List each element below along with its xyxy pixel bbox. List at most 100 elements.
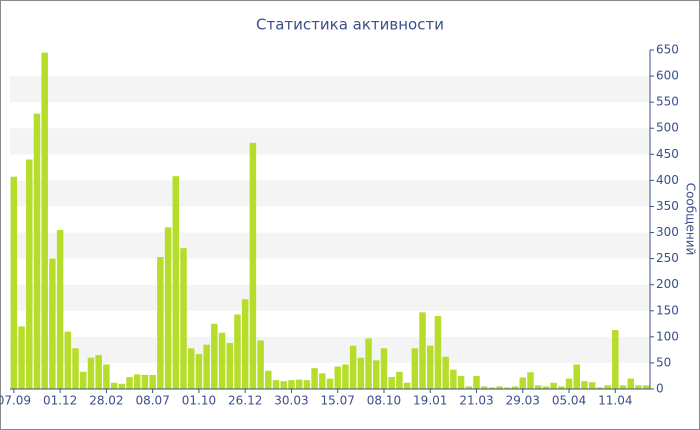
- x-tick-label: 15.07: [321, 394, 355, 408]
- bar: [211, 323, 218, 389]
- y-tick-label: 150: [656, 303, 679, 317]
- bar: [126, 377, 133, 389]
- bar: [265, 370, 272, 389]
- bar: [612, 330, 619, 389]
- bar: [241, 299, 249, 389]
- bar: [157, 257, 164, 389]
- bar: [365, 338, 372, 389]
- bar: [542, 386, 550, 389]
- bar: [10, 176, 18, 389]
- bar: [396, 371, 403, 389]
- bar: [550, 382, 557, 389]
- bar: [118, 383, 126, 389]
- bar: [619, 385, 627, 389]
- bar: [288, 380, 295, 389]
- bar: [295, 379, 303, 389]
- y-tick-label: 400: [656, 173, 679, 187]
- bar: [488, 387, 496, 389]
- bar: [558, 386, 565, 389]
- bar: [187, 348, 195, 389]
- bar: [180, 248, 187, 389]
- bar: [103, 364, 110, 389]
- bar: [95, 355, 102, 389]
- bar: [18, 326, 25, 389]
- bar: [581, 381, 588, 389]
- bar: [573, 364, 580, 389]
- x-tick-label: 21.03: [459, 394, 493, 408]
- bar: [403, 382, 411, 389]
- y-tick-label: 600: [656, 69, 679, 83]
- bar: [380, 348, 388, 389]
- bar: [149, 374, 156, 389]
- grid: [10, 76, 650, 363]
- bar: [635, 385, 642, 389]
- bar: [49, 258, 56, 389]
- bar: [133, 374, 141, 389]
- bar: [326, 378, 334, 389]
- bar: [280, 381, 287, 389]
- bar: [26, 159, 33, 389]
- grid-band: [10, 180, 650, 207]
- y-tick-label: 200: [656, 277, 679, 291]
- bar: [419, 312, 426, 389]
- bar: [41, 52, 48, 389]
- bar: [334, 366, 341, 389]
- bar: [465, 386, 473, 389]
- x-tick-label: 05.04: [552, 394, 586, 408]
- bar: [642, 385, 650, 389]
- bar: [604, 385, 611, 389]
- bar: [627, 378, 634, 389]
- bar: [511, 386, 519, 389]
- bar: [72, 348, 79, 389]
- y-axis-label: Сообщений: [684, 183, 698, 256]
- bar: [257, 340, 264, 389]
- bar: [427, 345, 434, 389]
- y-tick-label: 50: [656, 355, 671, 369]
- grid-band: [10, 76, 650, 103]
- bar: [141, 374, 149, 389]
- x-tick-label: 26.12: [228, 394, 262, 408]
- y-tick-label: 250: [656, 251, 679, 265]
- bar: [342, 364, 349, 389]
- bar: [596, 387, 604, 389]
- bar: [249, 142, 257, 389]
- bar: [588, 382, 596, 389]
- y-tick-label: 0: [656, 382, 664, 396]
- x-tick-label: 28.02: [89, 394, 123, 408]
- bar: [388, 377, 395, 389]
- x-tick-label: 30.03: [274, 394, 308, 408]
- bar: [411, 348, 419, 389]
- x-tick-label: 08.07: [135, 394, 169, 408]
- bar: [442, 356, 449, 389]
- bar: [33, 113, 41, 390]
- bar: [473, 375, 480, 389]
- y-tick-label: 650: [656, 43, 679, 57]
- bar: [519, 377, 527, 389]
- grid-band: [10, 128, 650, 155]
- grid-band: [10, 232, 650, 259]
- y-tick-label: 500: [656, 121, 679, 135]
- bar: [303, 380, 311, 389]
- y-tick-label: 100: [656, 329, 679, 343]
- bar: [56, 229, 64, 389]
- bar: [87, 357, 95, 389]
- bar: [457, 375, 465, 389]
- bar: [226, 343, 233, 389]
- x-tick-label: 08.10: [367, 394, 401, 408]
- y-tick-label: 450: [656, 147, 679, 161]
- bar: [195, 354, 203, 389]
- grid-band: [10, 336, 650, 363]
- bar: [434, 315, 442, 389]
- x-tick-label: 29.03: [506, 394, 540, 408]
- bar: [565, 378, 573, 389]
- bar: [64, 331, 72, 389]
- bar: [172, 176, 180, 389]
- x-tick-label: 01.12: [43, 394, 77, 408]
- bar: [218, 332, 226, 389]
- bar: [373, 360, 380, 389]
- bar: [450, 369, 457, 389]
- bar: [311, 368, 318, 389]
- y-tick-label: 350: [656, 199, 679, 213]
- x-tick-label: 11.04: [598, 394, 632, 408]
